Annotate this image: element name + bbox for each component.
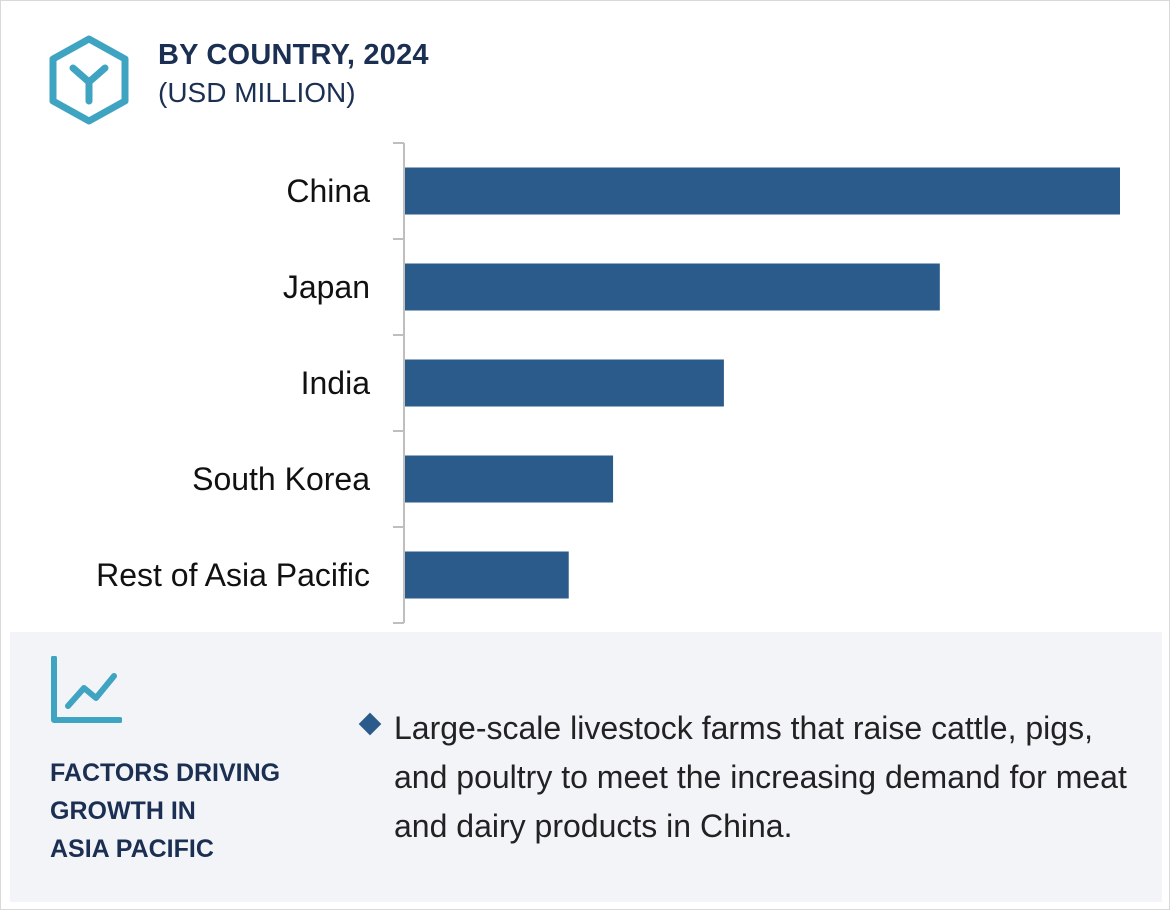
category-label: India bbox=[301, 365, 371, 401]
factors-panel: FACTORS DRIVING GROWTH IN ASIA PACIFIC L… bbox=[10, 632, 1162, 902]
factors-title: FACTORS DRIVING GROWTH IN ASIA PACIFIC bbox=[50, 754, 340, 868]
diamond-bullet-icon bbox=[358, 712, 382, 736]
bar bbox=[405, 455, 614, 503]
factors-title-line: ASIA PACIFIC bbox=[50, 835, 214, 863]
bar-chart: China Japan India South Korea Rest of Asia P… bbox=[96, 142, 1120, 624]
bar bbox=[405, 551, 569, 599]
category-label: China bbox=[286, 173, 370, 209]
factor-item: Large-scale livestock farms that raise c… bbox=[394, 710, 1127, 844]
factors-title-line: GROWTH IN bbox=[50, 797, 196, 825]
factors-title-line: FACTORS DRIVING bbox=[50, 759, 281, 787]
chart-subtitle: (USD MILLION) bbox=[158, 77, 356, 108]
category-label: Japan bbox=[283, 269, 370, 305]
category-label: Rest of Asia Pacific bbox=[96, 557, 370, 593]
bar bbox=[405, 167, 1120, 215]
bar bbox=[405, 263, 940, 311]
category-label: South Korea bbox=[192, 461, 370, 497]
trend-line-icon bbox=[51, 656, 122, 723]
chart-title: BY COUNTRY, 2024 bbox=[158, 39, 429, 71]
brand-logo-icon bbox=[49, 35, 129, 125]
bar bbox=[405, 359, 724, 407]
